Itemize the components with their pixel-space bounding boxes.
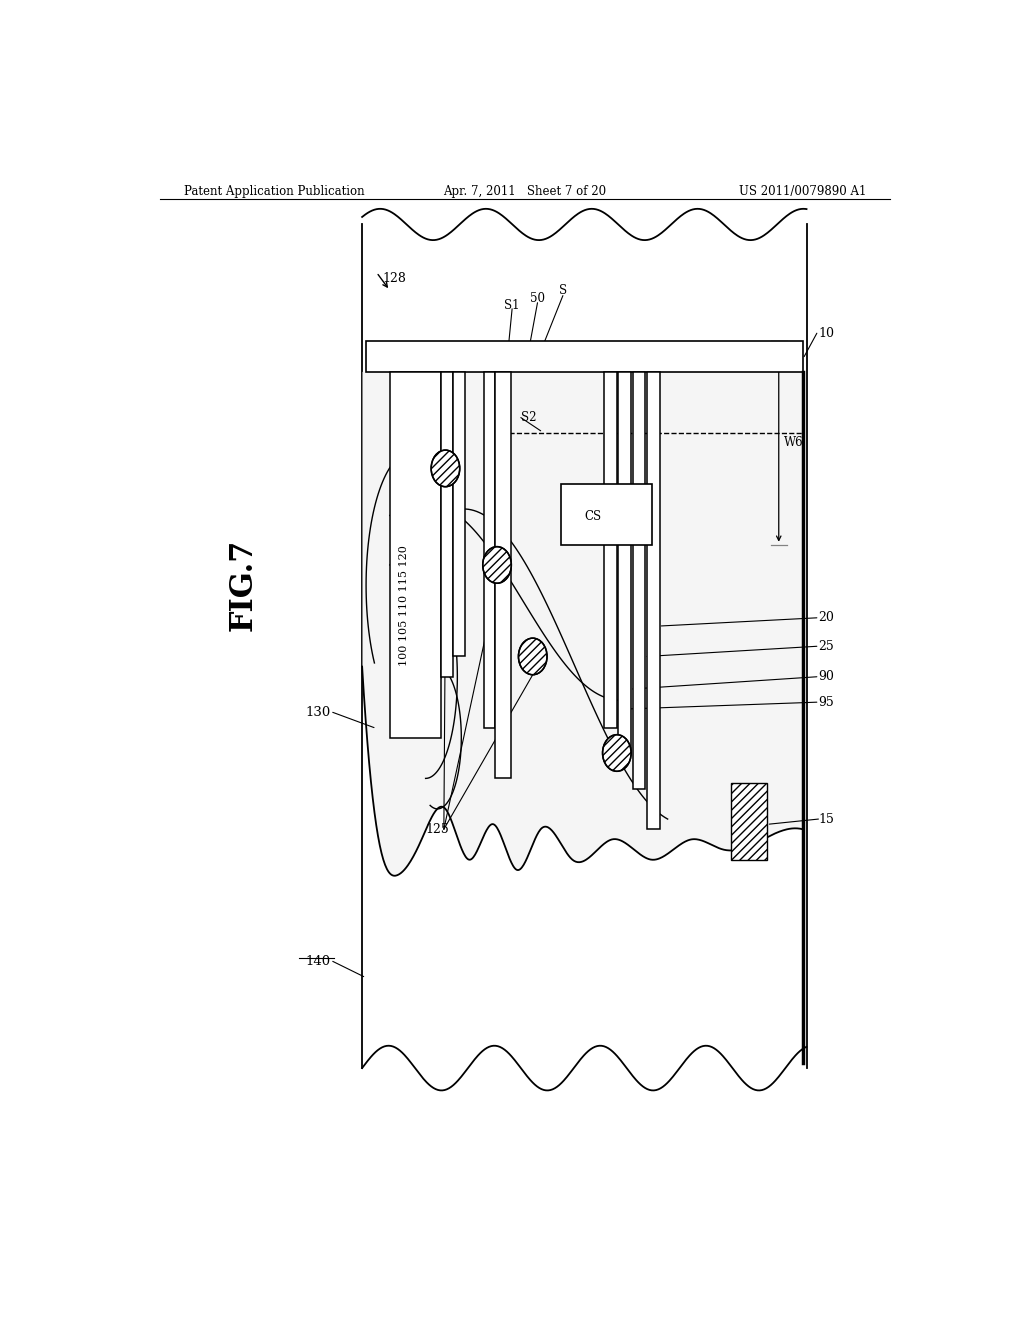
Bar [604, 372, 616, 727]
Text: 20: 20 [818, 611, 835, 624]
Text: CS: CS [585, 510, 601, 523]
Text: FIG.7: FIG.7 [227, 539, 259, 631]
Text: 10: 10 [818, 327, 835, 339]
Bar [454, 372, 465, 656]
Text: 128: 128 [382, 272, 406, 285]
Text: 50: 50 [530, 292, 545, 305]
Bar [618, 372, 631, 752]
Bar [560, 483, 652, 545]
Text: Apr. 7, 2011   Sheet 7 of 20: Apr. 7, 2011 Sheet 7 of 20 [443, 185, 606, 198]
Text: Patent Application Publication: Patent Application Publication [183, 185, 365, 198]
Circle shape [518, 638, 547, 675]
Text: 25: 25 [818, 640, 835, 653]
Circle shape [431, 450, 460, 487]
Text: 15: 15 [818, 813, 835, 825]
Text: 140: 140 [305, 954, 331, 968]
Bar [367, 342, 803, 372]
Circle shape [482, 546, 511, 583]
Bar [647, 372, 659, 829]
Text: S2: S2 [521, 411, 537, 424]
Circle shape [602, 735, 631, 771]
Text: S: S [559, 284, 567, 297]
Bar [390, 372, 441, 738]
Bar [483, 372, 496, 727]
Text: 125: 125 [426, 822, 450, 836]
Text: W6: W6 [783, 437, 803, 450]
Text: S1: S1 [505, 300, 520, 313]
Text: 90: 90 [818, 671, 835, 684]
Bar [731, 784, 767, 859]
Text: 95: 95 [818, 696, 835, 709]
Text: 100 105 110 115 120: 100 105 110 115 120 [399, 545, 410, 665]
Bar [633, 372, 645, 788]
Text: US 2011/0079890 A1: US 2011/0079890 A1 [738, 185, 866, 198]
Bar [441, 372, 454, 677]
Text: 130: 130 [305, 706, 331, 719]
Bar [496, 372, 511, 779]
